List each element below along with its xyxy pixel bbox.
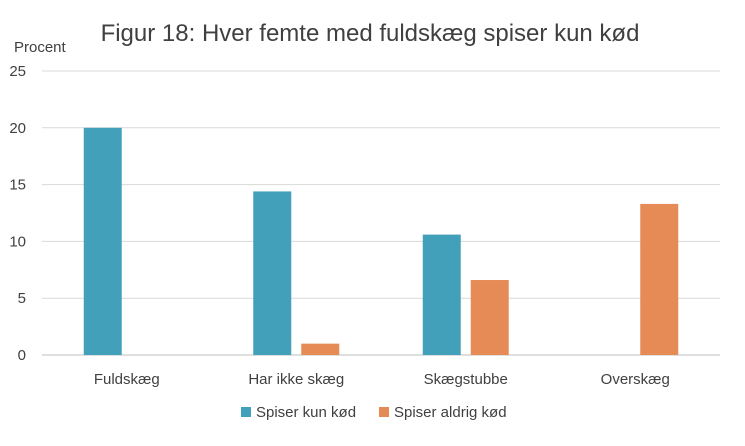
y-tick-label: 5 <box>18 290 26 307</box>
x-category-label: Har ikke skæg <box>248 371 344 388</box>
y-axis-label: Procent <box>14 39 67 56</box>
bars <box>83 127 679 355</box>
legend-swatch <box>379 407 389 417</box>
bar-spiser-kun-kod-0 <box>83 127 122 355</box>
x-category-label: Skægstubbe <box>424 371 508 388</box>
legend-swatch <box>241 407 251 417</box>
bar-spiser-aldrig-kod-1 <box>301 343 340 355</box>
y-axis-ticks: 0 5 10 15 20 25 <box>9 63 26 364</box>
legend-label: Spiser aldrig kød <box>394 404 507 421</box>
x-category-label: Fuldskæg <box>94 371 160 388</box>
x-axis-categories: Fuldskæg Har ikke skæg Skægstubbe Overskæg <box>94 371 670 388</box>
gridlines <box>42 70 720 356</box>
y-tick-label: 10 <box>9 233 26 250</box>
bar-spiser-aldrig-kod-2 <box>470 280 509 355</box>
bar-spiser-kun-kod-1 <box>253 191 292 355</box>
legend: Spiser kun kød Spiser aldrig kød <box>241 404 507 421</box>
y-tick-label: 15 <box>9 177 26 194</box>
bar-spiser-aldrig-kod-3 <box>640 203 679 355</box>
x-category-label: Overskæg <box>601 371 670 388</box>
chart-title: Figur 18: Hver femte med fuldskæg spiser… <box>101 20 640 47</box>
legend-label: Spiser kun kød <box>256 404 356 421</box>
bar-spiser-kun-kod-2 <box>422 234 461 355</box>
y-tick-label: 25 <box>9 63 26 80</box>
y-tick-label: 0 <box>18 347 26 364</box>
y-tick-label: 20 <box>9 120 26 137</box>
